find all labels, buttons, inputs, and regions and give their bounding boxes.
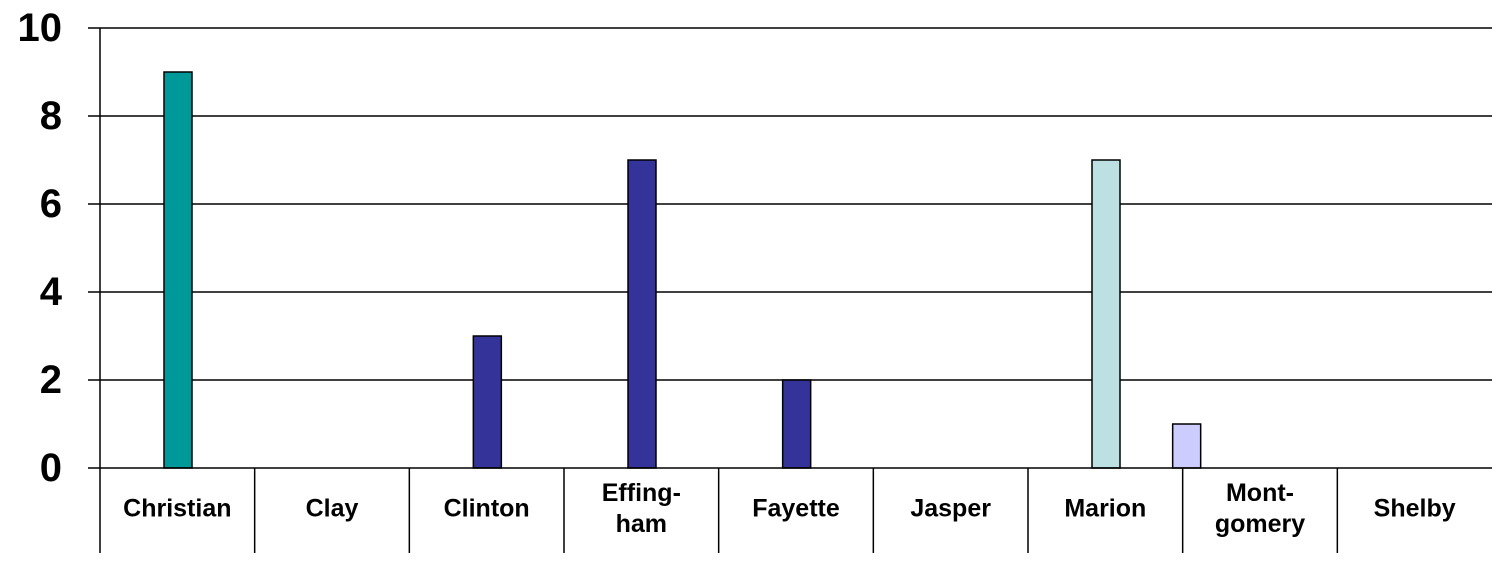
- category-label: Christian: [123, 495, 231, 523]
- gridlines: [100, 27, 1492, 381]
- category-label-line: Mont-: [1226, 479, 1294, 507]
- category-label-line: Fayette: [752, 495, 840, 523]
- category-label-line: Clinton: [444, 495, 530, 523]
- bar: [1171, 423, 1202, 469]
- category-label-line: gomery: [1215, 510, 1305, 538]
- bar: [1091, 159, 1121, 469]
- category-label: Jasper: [910, 495, 991, 523]
- category-label: Fayette: [752, 495, 840, 523]
- bar: [781, 379, 812, 469]
- category-label-line: Marion: [1064, 495, 1146, 523]
- category-label-line: Christian: [123, 495, 231, 523]
- category-label: Effing-ham: [602, 479, 681, 538]
- y-tick-label: 0: [40, 446, 62, 490]
- category-label-line: ham: [616, 510, 667, 538]
- category-label: Clinton: [444, 495, 530, 523]
- category-label-line: Effing-: [602, 479, 681, 507]
- category-label-line: Shelby: [1374, 495, 1456, 523]
- category-label: Shelby: [1374, 495, 1456, 523]
- y-tick-label: 10: [18, 6, 63, 50]
- category-label: Clay: [306, 495, 359, 523]
- category-labels: Christian Clay Clinton Effing-ham Fayette Jas…: [123, 479, 1456, 538]
- category-label: Mont-gomery: [1215, 479, 1305, 538]
- y-tick-labels: 0 2 4 6 8 10: [18, 6, 63, 490]
- y-tick-label: 6: [40, 182, 62, 226]
- bar: [163, 71, 193, 469]
- y-tick-label: 4: [40, 270, 63, 314]
- y-tick-label: 8: [40, 94, 62, 138]
- bars: [163, 71, 1202, 469]
- bar: [627, 159, 657, 469]
- category-label-line: Clay: [306, 495, 359, 523]
- bar: [472, 335, 503, 469]
- category-label-line: Jasper: [910, 495, 991, 523]
- category-label: Marion: [1064, 495, 1146, 523]
- y-tick-label: 2: [40, 358, 62, 402]
- axes: [88, 27, 1492, 553]
